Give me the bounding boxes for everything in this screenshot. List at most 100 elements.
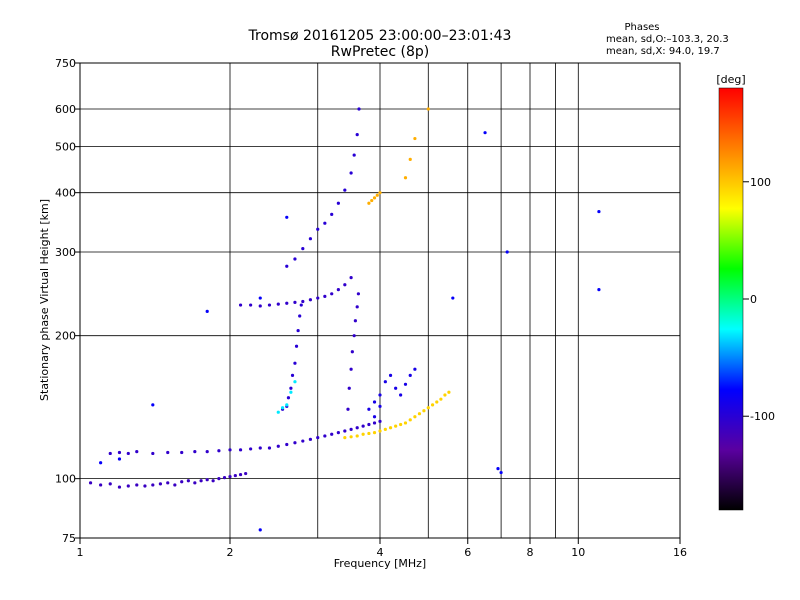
data-point [372,400,377,404]
y-tick-label: 400 [55,187,76,200]
data-point [447,390,451,394]
data-point [370,198,374,203]
data-point [293,380,297,384]
data-point [408,418,412,422]
data-point [285,403,289,407]
data-point [205,450,209,454]
legend-title: Phases [624,22,659,33]
y-axis-label: Stationary phase Virtual Height [km] [38,199,51,401]
data-point [205,478,209,482]
x-tick-label: 16 [673,546,687,559]
data-point [483,131,487,135]
data-point [349,367,353,371]
data-point [361,432,365,436]
data-point [367,201,371,205]
data-point [180,450,184,455]
data-point [301,247,305,251]
y-tick-label: 100 [55,473,76,486]
data-point [346,407,350,411]
data-point [330,292,334,296]
data-point [228,475,232,479]
data-point [422,409,426,413]
data-point [426,107,430,111]
data-point [343,188,347,192]
data-point [285,215,289,219]
data-point [99,483,103,487]
data-point [308,298,313,302]
data-point [361,424,365,428]
data-point [383,427,387,431]
y-tick-label: 200 [55,330,76,343]
data-point [117,485,122,489]
data-point [308,237,313,241]
data-point [293,257,297,261]
data-point [293,361,297,365]
data-point [205,309,209,313]
data-point [451,296,455,300]
data-point [135,483,139,487]
y-tick-label: 300 [55,246,76,259]
data-point [217,449,221,453]
data-point [285,442,289,447]
data-point [403,421,408,425]
data-point [289,386,293,390]
data-point [496,466,500,471]
y-tick-label: 750 [55,57,76,70]
data-point [403,382,408,386]
data-point [408,373,412,377]
data-point [372,415,377,419]
data-point [367,407,371,411]
data-point [308,437,313,441]
data-point [353,319,357,323]
data-point [413,367,417,371]
data-point [378,429,382,433]
data-point [349,276,353,280]
data-point [285,301,289,305]
x-tick-label: 2 [227,546,234,559]
data-point [244,471,248,476]
data-point [439,397,443,401]
data-point [323,434,327,438]
data-point [238,303,243,307]
colorbar-tick-label: -100 [750,410,775,423]
x-tick-label: 1 [77,546,84,559]
grid-lines [79,63,681,538]
data-point [350,350,354,354]
data-point [286,396,291,400]
data-point [301,439,305,443]
data-point [151,483,155,487]
data-point [285,264,289,268]
chart-subtitle: RwPretec (8p) [331,44,429,60]
data-point [352,153,356,157]
data-point [117,450,122,455]
colorbar-ticks: 100 0 -100 [743,176,775,423]
data-points [88,107,601,532]
data-point [193,450,197,454]
data-point [173,483,177,487]
data-point [378,191,382,195]
data-point [347,386,351,390]
data-point [367,422,371,427]
data-point [267,303,272,307]
data-point [336,431,340,435]
data-point [108,451,112,456]
data-point [217,477,221,481]
legend-x-stats: mean, sd,X: 94.0, 19.7 [606,46,720,57]
data-point [280,406,285,410]
chart-title: Tromsø 20161205 23:00:00–23:01:43 [248,28,512,44]
data-point [435,400,439,404]
data-point [349,435,353,439]
data-point [430,403,435,407]
data-point [258,304,262,308]
data-point [388,426,393,430]
data-point [238,472,243,477]
x-tick-label: 6 [464,546,471,559]
data-point [222,476,227,480]
data-point [126,484,130,488]
data-point [597,288,601,292]
data-point [193,481,197,485]
data-point [343,283,347,287]
y-tick-label: 75 [62,532,76,545]
data-point [276,444,280,448]
data-point [343,429,347,433]
